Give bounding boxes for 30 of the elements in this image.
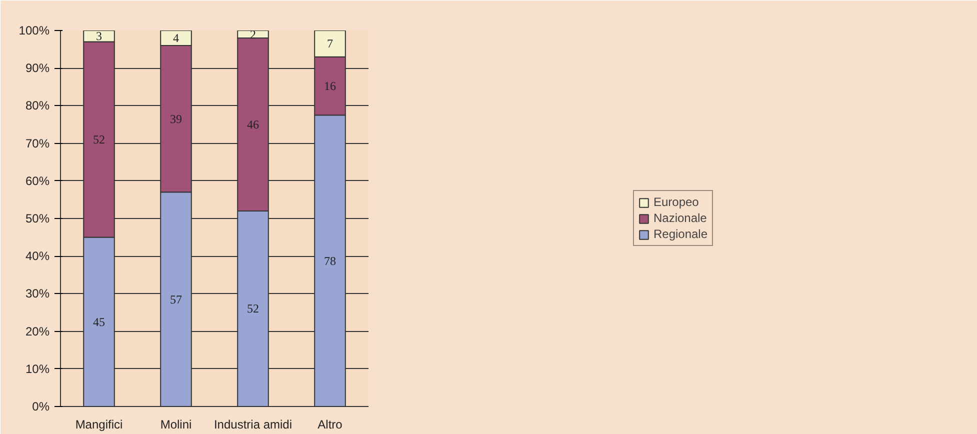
data-label: 4	[173, 31, 179, 46]
y-tick-label: 60%	[25, 174, 50, 188]
x-tick-label: Altro	[318, 418, 343, 432]
y-tick-label: 0%	[32, 400, 50, 414]
data-label: 52	[93, 132, 105, 147]
legend-label: Europeo	[653, 195, 699, 209]
legend-label: Nazionale	[653, 211, 707, 225]
y-tick-label: 80%	[25, 98, 50, 113]
data-label: 46	[247, 118, 259, 132]
y-tick-label: 70%	[25, 136, 50, 150]
y-tick-label: 30%	[25, 286, 50, 301]
x-tick-label: Mangifici	[75, 418, 123, 432]
y-tick-label: 10%	[25, 362, 50, 376]
y-tick-label: 100%	[18, 24, 50, 38]
data-label: 57	[170, 292, 182, 306]
data-label: 39	[170, 112, 182, 126]
y-tick-label: 90%	[25, 61, 50, 76]
x-tick-label: Industria amidi	[214, 418, 292, 432]
y-tick-label: 50%	[25, 212, 50, 226]
data-label: 45	[93, 314, 105, 329]
data-label: 16	[324, 78, 336, 93]
data-label: 52	[247, 302, 259, 316]
data-label: 7	[327, 36, 333, 51]
y-tick-label: 40%	[25, 249, 50, 264]
data-label: 78	[324, 254, 336, 268]
x-tick-label: Molini	[160, 418, 192, 432]
data-label: 2	[250, 27, 256, 42]
data-label: 3	[96, 29, 102, 44]
y-tick-label: 20%	[25, 324, 50, 338]
legend-label: Regionale	[653, 227, 708, 241]
